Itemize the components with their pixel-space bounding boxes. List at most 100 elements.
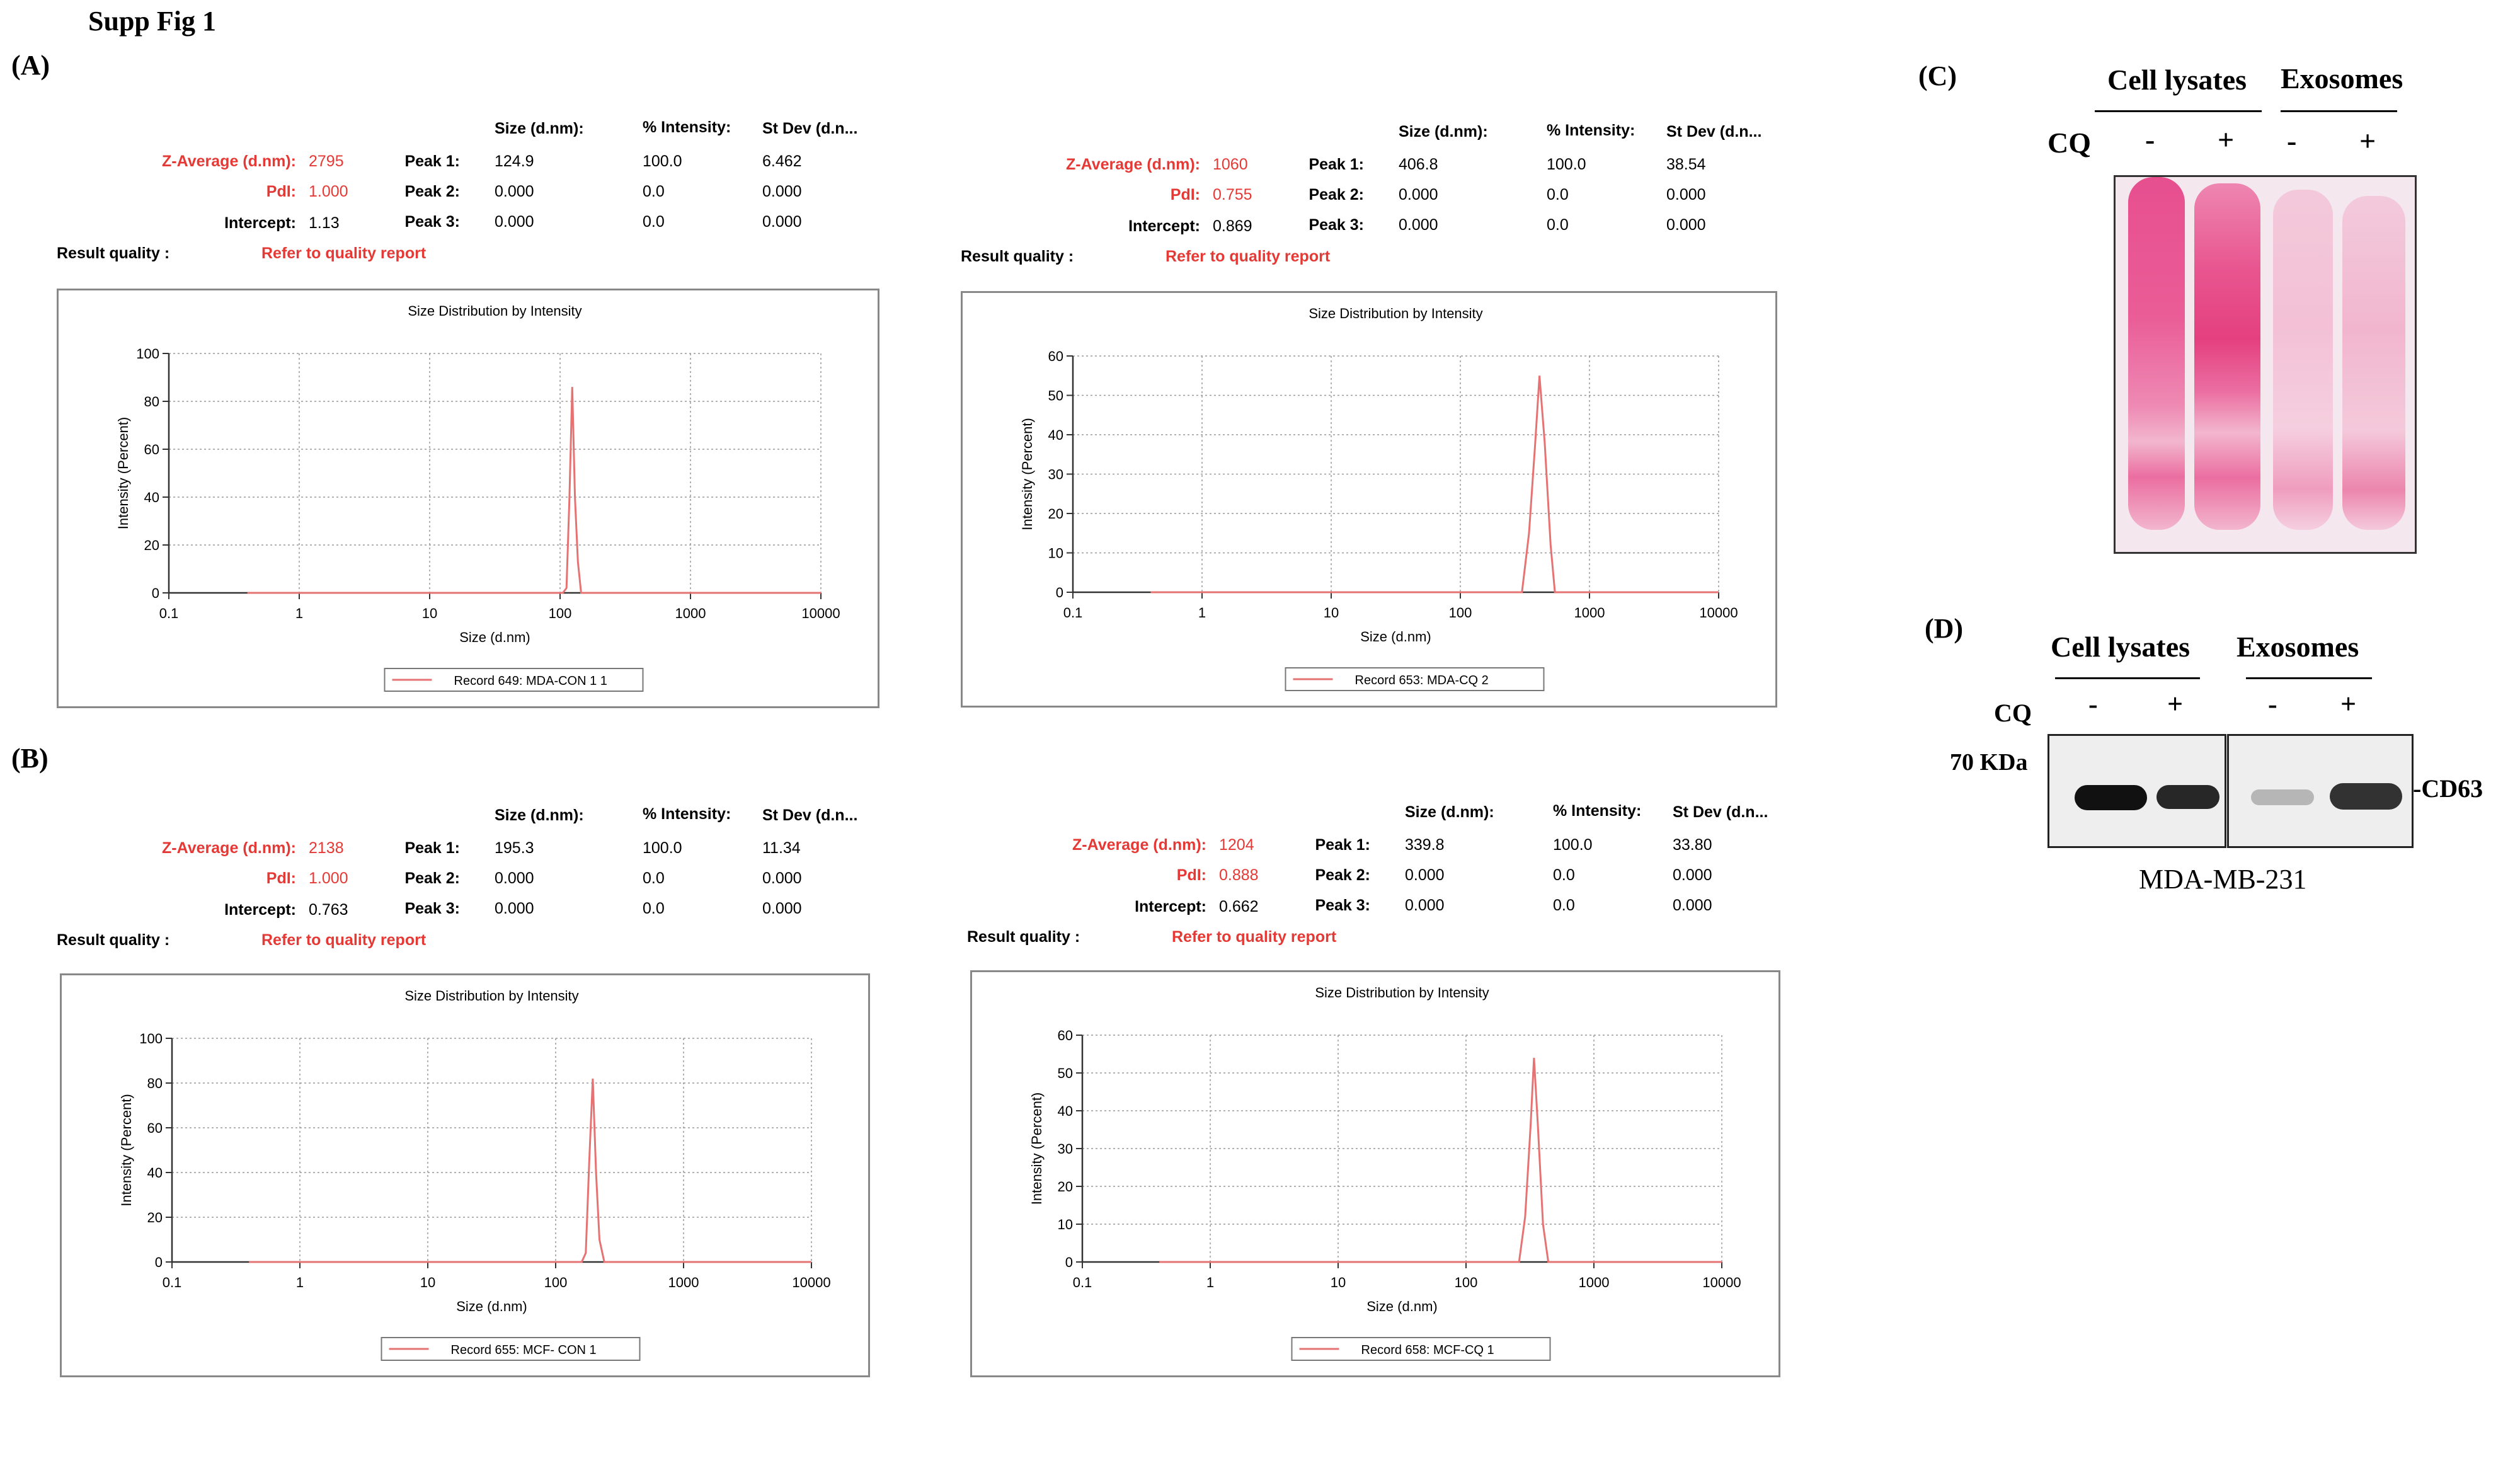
- panel-c-lane-4: +: [2359, 125, 2376, 157]
- intercept-label: Intercept:: [1128, 217, 1200, 235]
- z-average-label: Z-Average (d.nm):: [1066, 156, 1200, 173]
- panel-c-underline-2: [2281, 110, 2397, 112]
- cell-line-label: MDA-MB-231: [2139, 864, 2307, 895]
- peak-3-intensity: 0.0: [1547, 216, 1569, 234]
- panel-c-group-cell-lysates: Cell lysates: [2107, 64, 2247, 96]
- x-tick-label: 1: [1206, 1275, 1214, 1290]
- x-tick-label: 1000: [1574, 605, 1605, 621]
- pdi-label: PdI:: [1176, 866, 1206, 884]
- legend-label: Record 653: MDA-CQ 2: [1355, 674, 1489, 687]
- x-tick-label: 1: [1198, 605, 1206, 621]
- size-distribution-chart-mcf-cq: Size Distribution by Intensity 0 10 20 30 40 5…: [970, 970, 1780, 1377]
- y-tick-label: 50: [1058, 1065, 1073, 1081]
- y-tick-label: 20: [144, 537, 159, 553]
- intensity-header: % Intensity:: [1553, 802, 1642, 820]
- peak-1-intensity: 100.0: [1547, 156, 1586, 173]
- legend-label: Record 649: MDA-CON 1 1: [454, 674, 607, 688]
- series-line: [1159, 1057, 1722, 1263]
- x-tick-label: 10: [1324, 605, 1339, 621]
- intercept-value: 0.662: [1219, 898, 1259, 915]
- y-tick-label: 40: [1048, 427, 1063, 443]
- quality-report-link[interactable]: Refer to quality report: [1166, 248, 1331, 265]
- z-average-label: Z-Average (d.nm):: [162, 839, 296, 857]
- chart-svg: Size Distribution by Intensity 0 20 40 60 80 1…: [115, 303, 840, 692]
- quality-report-link[interactable]: Refer to quality report: [1172, 928, 1337, 946]
- peak-1-size: 124.9: [495, 152, 534, 170]
- x-tick-label: 100: [544, 1275, 568, 1290]
- peak-2-label: Peak 2:: [1309, 186, 1364, 204]
- y-tick-label: 0: [1056, 585, 1063, 600]
- size-header: Size (d.nm):: [1399, 123, 1488, 140]
- chart-title: Size Distribution by Intensity: [408, 303, 581, 319]
- pdi-label: PdI:: [1170, 186, 1200, 204]
- y-tick-label: 40: [147, 1165, 163, 1181]
- peak-1-intensity: 100.0: [1553, 836, 1593, 854]
- panel-c-lane-1: -: [2145, 123, 2155, 156]
- panel-label-d: (D): [1925, 613, 1964, 644]
- result-quality-label: Result quality :: [57, 244, 170, 262]
- y-tick-label: 60: [147, 1120, 163, 1136]
- peak-1-label: Peak 1:: [404, 152, 460, 170]
- pdi-value: 1.000: [309, 869, 348, 887]
- quality-report-link[interactable]: Refer to quality report: [261, 931, 427, 949]
- panel-c-group-exosomes: Exosomes: [2281, 62, 2403, 95]
- x-tick-label: 1000: [1579, 1275, 1610, 1290]
- y-tick-label: 60: [1048, 348, 1063, 364]
- peak-3-stdev: 0.000: [1666, 216, 1706, 234]
- peak-1-size: 339.8: [1405, 836, 1445, 854]
- x-tick-label: 10: [1331, 1275, 1346, 1290]
- z-average-value: 1204: [1219, 836, 1254, 854]
- panel-c-treatment-label: CQ: [2048, 127, 2091, 159]
- x-tick-label: 10000: [801, 605, 840, 621]
- x-axis-label: Size (d.nm): [456, 1299, 527, 1314]
- western-blot-exosomes: [2227, 734, 2414, 848]
- y-tick-label: 30: [1058, 1141, 1073, 1157]
- peak-3-size: 0.000: [495, 900, 534, 917]
- pdi-value: 0.755: [1213, 186, 1252, 204]
- y-tick-label: 10: [1058, 1217, 1073, 1232]
- y-tick-label: 40: [1058, 1103, 1073, 1119]
- x-axis-label: Size (d.nm): [1366, 1299, 1437, 1314]
- dls-result-mcf-cq: Size (d.nm): % Intensity: St Dev (d.n... Z-…: [967, 802, 1786, 1465]
- y-tick-label: 60: [144, 442, 159, 457]
- y-tick-label: 0: [155, 1254, 163, 1270]
- y-tick-label: 20: [1048, 506, 1063, 522]
- pdi-value: 1.000: [309, 183, 348, 200]
- peak-1-label: Peak 1:: [1315, 836, 1370, 854]
- peak-1-stdev: 11.34: [762, 839, 801, 857]
- peak-3-size: 0.000: [495, 213, 534, 231]
- y-axis-label: Intensity (Percent): [1029, 1092, 1045, 1205]
- dls-result-mda-con: Size (d.nm): % Intensity: St Dev (d.n... Z-…: [57, 118, 876, 781]
- panel-d-group-cell-lysates: Cell lysates: [2051, 631, 2191, 663]
- x-tick-label: 0.1: [163, 1275, 182, 1290]
- x-tick-label: 10000: [1699, 605, 1738, 621]
- intercept-value: 1.13: [309, 214, 340, 232]
- y-tick-label: 50: [1048, 388, 1063, 404]
- size-distribution-chart-mcf-con: Size Distribution by Intensity 0 20 40 60 80 1…: [60, 973, 870, 1377]
- quality-report-link[interactable]: Refer to quality report: [261, 244, 427, 262]
- panel-d-lane-4: +: [2340, 689, 2357, 720]
- intercept-value: 0.763: [309, 901, 348, 919]
- pdi-label: PdI:: [266, 183, 296, 200]
- pdi-value: 0.888: [1219, 866, 1259, 884]
- x-tick-label: 1: [296, 1275, 304, 1290]
- panel-d-underline-1: [2055, 677, 2200, 679]
- panel-d-group-exosomes: Exosomes: [2236, 631, 2359, 663]
- size-distribution-chart-mda-cq: Size Distribution by Intensity 0 10 20 30 40 5…: [961, 291, 1777, 708]
- panel-c-lane-2: +: [2218, 123, 2235, 156]
- y-tick-label: 60: [1058, 1028, 1073, 1043]
- panel-label-b: (B): [11, 743, 49, 774]
- chart-svg: Size Distribution by Intensity 0 10 20 30 40 5…: [1019, 306, 1738, 691]
- peak-2-label: Peak 2:: [1315, 866, 1370, 884]
- size-distribution-chart-mda-con: Size Distribution by Intensity 0 20 40 60 80 1…: [57, 289, 879, 708]
- z-average-label: Z-Average (d.nm):: [1072, 836, 1206, 854]
- chart-svg: Size Distribution by Intensity 0 20 40 60 80 1…: [118, 988, 831, 1361]
- z-average-value: 2138: [309, 839, 344, 857]
- y-tick-label: 30: [1048, 467, 1063, 483]
- peak-1-label: Peak 1:: [404, 839, 460, 857]
- y-tick-label: 80: [144, 394, 159, 410]
- x-tick-label: 1000: [668, 1275, 699, 1290]
- peak-3-intensity: 0.0: [643, 213, 665, 231]
- x-tick-label: 0.1: [159, 605, 179, 621]
- x-tick-label: 1000: [675, 605, 706, 621]
